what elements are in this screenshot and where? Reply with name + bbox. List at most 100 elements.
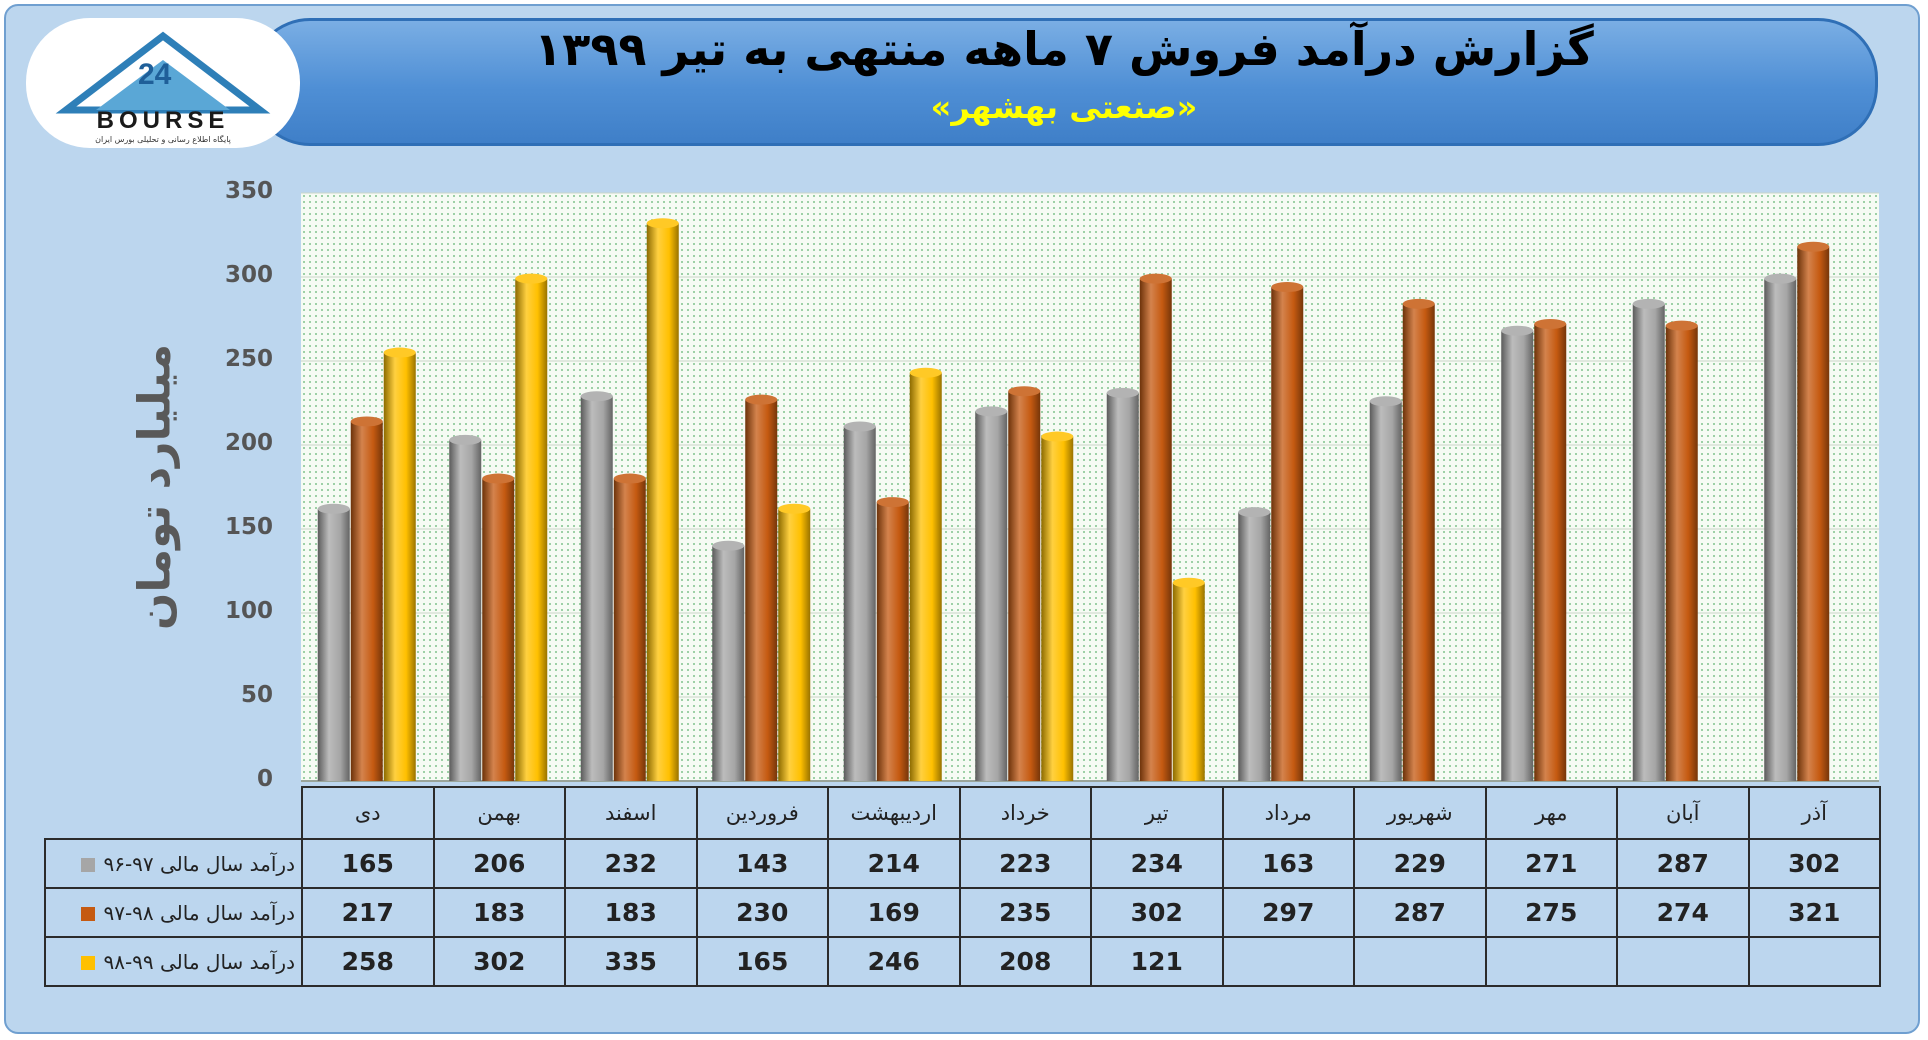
bar-body [1008,391,1041,781]
bar-body [350,421,383,781]
legend-label: درآمد سال مالی ۹۹-۹۸ [103,949,295,974]
y-tick-label: 100 [224,598,273,624]
x-category-label: اسفند [564,786,698,840]
x-category-label: مهر [1484,786,1618,840]
data-label: 214 [827,838,961,889]
data-label: 208 [958,936,1092,987]
bar-body [317,508,350,781]
bar-1-0 [350,416,383,781]
data-label: 246 [827,936,961,987]
bar-body [515,278,548,781]
y-tick-label: 250 [224,346,273,372]
data-label: 165 [695,936,829,987]
bar-body [580,396,613,781]
bar-cap [1764,273,1797,284]
y-tick-label: 50 [240,682,273,708]
bar-0-9 [1501,325,1534,781]
x-category-label: آبان [1616,786,1750,840]
table-corner [45,787,302,839]
bar-body [1402,303,1435,781]
y-tick-label: 200 [224,430,273,456]
bar-cap [350,416,383,427]
bar-body [482,478,515,781]
bar-body [1534,324,1567,781]
bar-body [1797,246,1830,782]
bar-body [876,502,909,781]
bar-cap [1172,577,1205,588]
bar-body [1632,303,1665,781]
bar-body [1271,287,1304,781]
bar-body [1041,436,1074,781]
bar-2-0 [383,347,416,781]
bar-2-4 [909,367,942,781]
bar-1-10 [1665,320,1698,781]
bar-0-0 [317,503,350,781]
bar-1-5 [1008,386,1041,781]
plot-area [301,193,1879,781]
bar-cap [580,391,613,402]
data-label: 163 [1221,838,1355,889]
logo-graphic: 24 BOURSE پایگاه اطلاع رسانی و تحلیلی بو… [55,31,271,144]
data-table: دی بهمن اسفند فروردین اردیبهشت خرداد تیر مرداد ش… [44,786,1881,987]
bar-cap [317,503,350,514]
bar-2-2 [646,218,679,781]
table-row: درآمد سال مالی ۹۸-۹۷ 217 183 183 230 169 235 30… [44,887,1881,938]
bar-body [1238,512,1271,781]
bar-cap [975,406,1008,417]
bar-0-3 [712,540,745,781]
bar-1-8 [1402,298,1435,781]
bar-body [843,426,876,781]
bar-1-1 [482,473,515,781]
bar-cap [383,347,416,358]
data-label: 230 [695,887,829,938]
bar-cap [712,540,745,551]
data-label: 183 [564,887,698,938]
data-label: 121 [1090,936,1224,987]
data-label [1221,936,1355,987]
bar-body [449,439,482,781]
data-label: 183 [432,887,566,938]
chart-subtitle: «صنعتی بهشهر» [930,88,1198,126]
y-tick-label: 0 [256,766,273,792]
bar-body [613,478,646,781]
data-label: 258 [301,936,435,987]
bar-cap [1632,298,1665,309]
data-label: 302 [432,936,566,987]
data-label: 234 [1090,838,1224,889]
bar-cap [1369,396,1402,407]
x-category-label: مرداد [1221,786,1355,840]
bar-2-3 [778,503,811,781]
legend-label: درآمد سال مالی ۹۷-۹۶ [103,851,295,876]
legend-entry: درآمد سال مالی ۹۷-۹۶ [44,838,303,889]
data-label: 287 [1353,887,1487,938]
bar-2-6 [1172,577,1205,781]
bar-cap [515,273,548,284]
table-row: درآمد سال مالی ۹۹-۹۸ 258 302 335 165 246 208 12… [44,936,1881,987]
data-label: 275 [1484,887,1618,938]
bar-0-7 [1238,507,1271,781]
x-category-label: اردیبهشت [827,786,961,840]
data-label: 271 [1484,838,1618,889]
data-label: 232 [564,838,698,889]
table-header-row: دی بهمن اسفند فروردین اردیبهشت خرداد تیر مرداد ش… [45,786,1881,840]
bar-0-6 [1106,387,1139,781]
bar-body [778,508,811,781]
bar-body [1369,401,1402,781]
data-label: 297 [1221,887,1355,938]
data-label: 321 [1747,887,1881,938]
bar-body [383,352,416,781]
bar-body [1501,330,1534,781]
bar-1-7 [1271,282,1304,781]
bar-cap [1238,507,1271,518]
bar-cap [909,367,942,378]
y-tick-label: 150 [224,514,273,540]
bar-cap [1139,273,1172,284]
data-label [1353,936,1487,987]
bar-cap [1501,325,1534,336]
bar-cap [1797,241,1830,252]
x-category-label: فروردین [695,786,829,840]
bar-0-10 [1632,298,1665,781]
bar-1-11 [1797,241,1830,782]
bar-cap [1106,387,1139,398]
data-label: 206 [432,838,566,889]
